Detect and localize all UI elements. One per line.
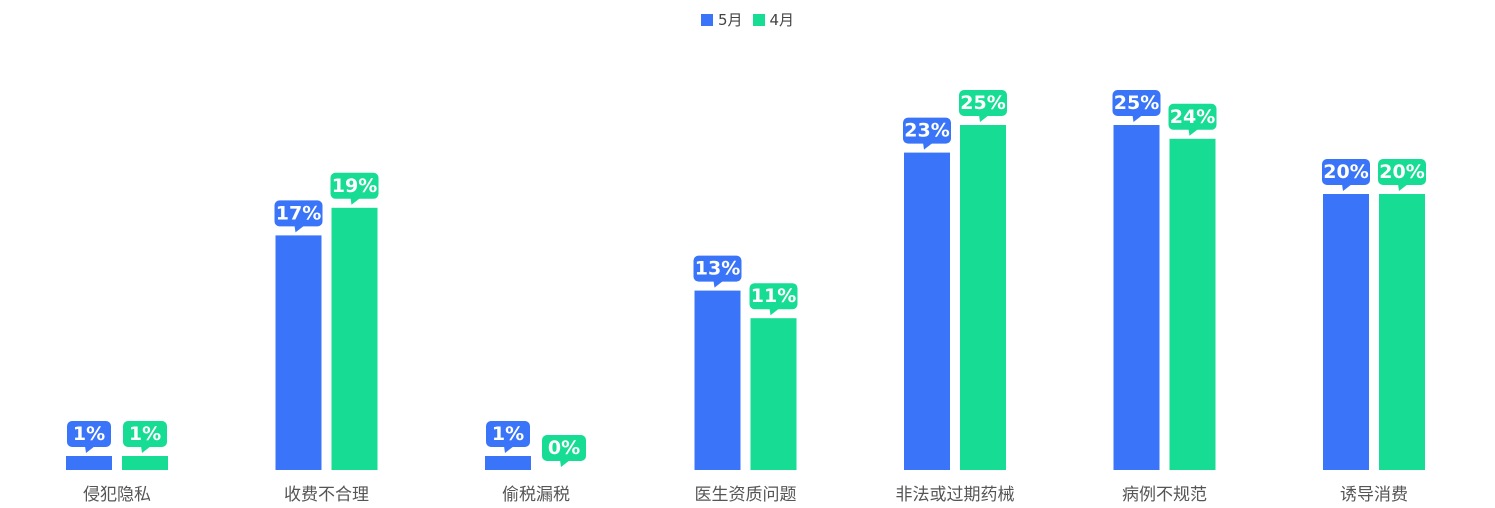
data-label-text: 11% <box>751 285 796 307</box>
data-label-may-1: 17% <box>274 200 323 233</box>
category-label-5: 病例不规范 <box>1122 485 1207 505</box>
data-label-april-1: 19% <box>330 172 379 205</box>
data-label-may-0: 1% <box>67 421 111 453</box>
data-label-bubble <box>693 255 742 282</box>
bar-april-6[interactable] <box>1379 194 1425 470</box>
data-label-pointer <box>769 308 780 316</box>
data-label-text: 23% <box>904 120 949 142</box>
bar-may-6[interactable] <box>1323 194 1369 470</box>
data-label-text: 24% <box>1170 106 1215 128</box>
legend-swatch-may <box>700 13 713 26</box>
bar-april-4[interactable] <box>960 125 1006 470</box>
bar-may-1[interactable] <box>275 235 322 470</box>
data-label-pointer <box>1132 115 1143 122</box>
data-label-april-3: 11% <box>749 283 798 316</box>
bar-april-3[interactable] <box>750 318 797 470</box>
bar-may-3[interactable] <box>694 290 741 470</box>
data-label-pointer <box>1398 184 1408 191</box>
bar-april-5[interactable] <box>1169 138 1216 471</box>
data-label-pointer <box>979 115 989 122</box>
bar-may-4[interactable] <box>904 152 950 470</box>
data-label-april-0: 1% <box>123 421 167 453</box>
data-label-pointer <box>350 197 361 205</box>
category-label-3: 医生资质问题 <box>695 485 797 505</box>
category-label-1: 收费不合理 <box>284 485 369 505</box>
data-label-pointer <box>504 446 514 453</box>
data-label-text: 13% <box>695 258 740 280</box>
data-label-pointer <box>141 446 151 453</box>
legend-swatch-april <box>752 13 765 26</box>
legend: 5月 4月 <box>0 9 1495 30</box>
data-label-bubble <box>959 90 1007 116</box>
data-label-bubble <box>274 200 323 227</box>
data-label-may-4: 23% <box>903 117 951 150</box>
data-label-april-2: 0% <box>542 435 586 467</box>
data-label-bubble <box>542 435 586 461</box>
data-label-pointer <box>1188 128 1199 136</box>
category-label-2: 偷税漏税 <box>502 485 570 505</box>
data-label-bubble <box>1378 159 1426 185</box>
legend-label-may: 5月 <box>717 11 743 29</box>
data-label-pointer <box>713 280 724 288</box>
bar-may-0[interactable] <box>66 456 112 470</box>
legend-item-may[interactable]: 5月 <box>700 9 743 30</box>
data-label-april-6: 20% <box>1378 159 1426 191</box>
data-label-text: 1% <box>129 423 161 445</box>
data-label-bubble <box>123 421 167 447</box>
category-label-6: 诱导消费 <box>1340 485 1408 505</box>
bar-may-5[interactable] <box>1113 125 1160 470</box>
data-label-pointer <box>85 446 95 453</box>
data-label-bubble <box>330 172 379 199</box>
data-label-text: 25% <box>1114 92 1159 114</box>
data-label-april-5: 24% <box>1168 103 1217 136</box>
data-label-text: 20% <box>1323 161 1368 183</box>
data-label-bubble <box>67 421 111 447</box>
data-label-bubble <box>903 117 951 144</box>
data-label-text: 17% <box>276 202 321 224</box>
data-label-april-4: 25% <box>959 90 1007 122</box>
data-label-pointer <box>923 142 933 150</box>
data-label-may-6: 20% <box>1322 159 1370 191</box>
data-label-text: 1% <box>73 423 105 445</box>
legend-item-april[interactable]: 4月 <box>752 9 795 30</box>
data-label-bubble <box>749 283 798 310</box>
data-label-text: 1% <box>492 423 524 445</box>
data-label-may-5: 25% <box>1112 90 1161 122</box>
data-label-text: 0% <box>548 437 580 459</box>
data-label-pointer <box>1342 184 1352 191</box>
data-label-may-2: 1% <box>486 421 530 453</box>
bar-may-2[interactable] <box>485 456 531 470</box>
bar-april-1[interactable] <box>331 207 378 471</box>
data-label-may-3: 13% <box>693 255 742 288</box>
category-label-0: 侵犯隐私 <box>83 485 151 505</box>
data-label-text: 19% <box>332 175 377 197</box>
bar-april-0[interactable] <box>122 456 168 470</box>
category-label-4: 非法或过期药械 <box>896 485 1015 505</box>
data-label-pointer <box>560 460 570 467</box>
legend-label-april: 4月 <box>769 11 795 29</box>
data-label-text: 25% <box>960 92 1005 114</box>
data-label-pointer <box>294 225 305 233</box>
data-label-bubble <box>1168 103 1217 130</box>
data-label-bubble <box>1112 90 1161 116</box>
data-label-bubble <box>486 421 530 447</box>
data-label-bubble <box>1322 159 1370 185</box>
data-label-text: 20% <box>1379 161 1424 183</box>
